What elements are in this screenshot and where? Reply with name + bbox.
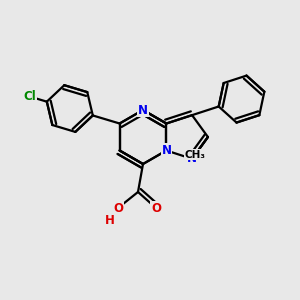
Text: N: N <box>187 152 197 165</box>
Text: O: O <box>113 202 123 214</box>
Text: Cl: Cl <box>23 90 36 103</box>
Text: O: O <box>151 202 161 214</box>
Text: N: N <box>161 144 171 157</box>
Text: CH₃: CH₃ <box>184 150 206 160</box>
Text: N: N <box>138 103 148 116</box>
Text: H: H <box>105 214 115 226</box>
